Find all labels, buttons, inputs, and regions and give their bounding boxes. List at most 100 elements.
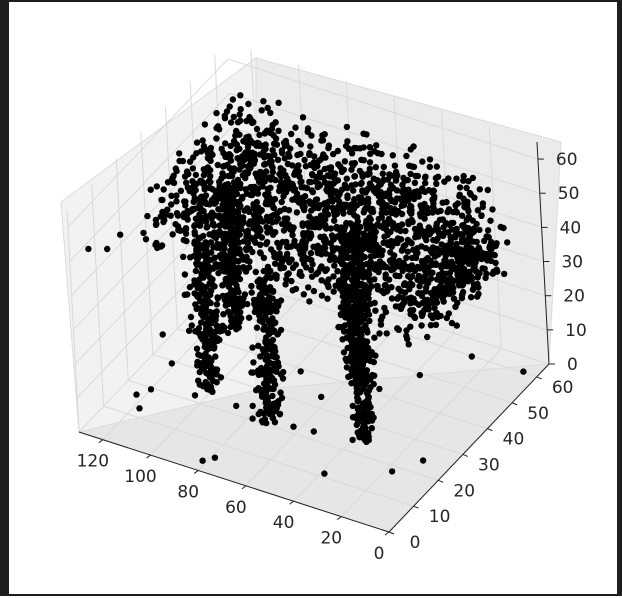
point-1480 (325, 172, 332, 179)
grid-right-z-5 (229, 92, 540, 194)
point-3035 (159, 331, 166, 338)
point-2973 (500, 224, 507, 232)
point-2713 (231, 320, 238, 327)
point-1210 (284, 250, 291, 258)
point-1456 (330, 288, 337, 295)
point-2910 (362, 303, 369, 311)
point-1755 (427, 275, 435, 282)
point-1461 (246, 258, 253, 265)
point-1959 (349, 402, 356, 410)
point-974 (204, 223, 211, 231)
point-2114 (257, 353, 264, 360)
point-2978 (427, 322, 435, 329)
point-1767 (483, 255, 491, 262)
point-1185 (277, 265, 284, 272)
point-1197 (264, 229, 271, 236)
point-1307 (361, 206, 368, 213)
point-1970 (349, 436, 356, 444)
point-1144 (411, 225, 419, 233)
point-2436 (202, 259, 209, 266)
point-1517 (182, 226, 190, 233)
point-1145 (347, 220, 354, 227)
point-1308 (421, 188, 429, 195)
point-1531 (366, 159, 374, 166)
point-898 (182, 198, 189, 205)
point-281 (245, 100, 252, 108)
point-43 (300, 291, 307, 298)
point-1507 (250, 212, 258, 219)
point-542 (309, 188, 317, 196)
point-1305 (205, 177, 213, 185)
point-251 (213, 124, 220, 132)
y-tick-4 (487, 428, 493, 432)
point-986 (433, 180, 440, 187)
point-1044 (401, 289, 409, 296)
point-865 (278, 147, 286, 154)
point-1499 (302, 243, 309, 250)
point-1000 (434, 226, 441, 233)
point-1535 (432, 174, 440, 182)
x-tick-label-2: 40 (273, 513, 295, 533)
point-2122 (269, 336, 277, 344)
point-2968 (320, 244, 327, 251)
point-2717 (229, 200, 236, 207)
point-2951 (235, 313, 242, 320)
point-2437 (213, 366, 221, 373)
point-1795 (470, 284, 477, 292)
point-1470 (408, 210, 415, 217)
point-1689 (491, 251, 498, 259)
point-2143 (277, 326, 285, 334)
point-1450 (153, 183, 160, 190)
point-747 (299, 222, 306, 229)
point-252 (214, 161, 221, 169)
point-1512 (422, 228, 429, 235)
point-1787 (470, 228, 478, 235)
point-1701 (424, 256, 431, 263)
point-2975 (350, 351, 358, 358)
point-421 (395, 285, 402, 292)
point-292 (252, 268, 259, 276)
point-1151 (401, 280, 409, 287)
point-2180 (258, 315, 265, 322)
point-1244 (263, 240, 270, 248)
point-2654 (236, 181, 243, 188)
point-1367 (334, 147, 342, 155)
point-2189 (253, 324, 261, 331)
point-2140 (263, 404, 270, 411)
point-1380 (245, 133, 252, 140)
grid-left-z-6 (67, 58, 229, 228)
point-3006 (264, 272, 271, 280)
point-1416 (253, 232, 260, 240)
point-1098 (479, 265, 486, 272)
point-3036 (142, 236, 150, 243)
point-1339 (407, 323, 414, 330)
point-2444 (214, 294, 221, 301)
point-2993 (197, 352, 204, 359)
point-2773 (354, 218, 362, 225)
point-1908 (371, 334, 378, 341)
point-2994 (203, 297, 210, 304)
point-2246 (249, 344, 256, 351)
point-1279 (414, 188, 421, 195)
point-589 (272, 176, 279, 184)
point-1973 (353, 421, 360, 429)
point-1768 (449, 260, 456, 267)
point-498 (379, 170, 386, 177)
point-1309 (233, 147, 240, 154)
point-905 (404, 335, 411, 343)
point-2187 (249, 415, 256, 422)
point-1365 (390, 184, 397, 192)
point-776 (469, 174, 477, 182)
point-770 (327, 225, 335, 232)
point-1316 (408, 216, 415, 224)
point-3025 (147, 386, 155, 393)
point-1936 (368, 425, 375, 432)
point-1764 (440, 298, 447, 305)
point-2688 (235, 202, 242, 210)
point-1500 (349, 162, 357, 169)
point-209 (227, 119, 235, 126)
grid-wall-x-1 (488, 126, 502, 349)
point-1375 (389, 152, 396, 159)
point-873 (221, 115, 229, 122)
point-2693 (222, 205, 230, 212)
